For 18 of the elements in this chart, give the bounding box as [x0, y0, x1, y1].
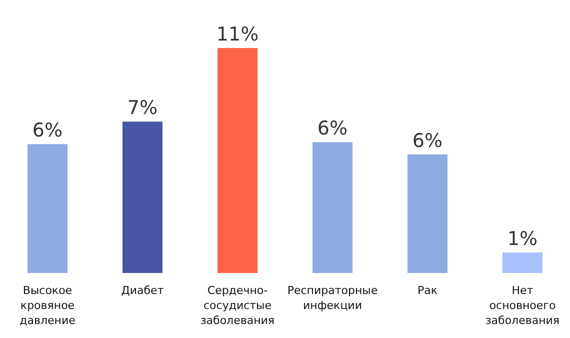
x-tick-label: Респираторные инфекции [287, 284, 378, 312]
bar [122, 122, 162, 273]
bar [502, 252, 542, 273]
data-label: 7% [127, 97, 158, 120]
data-label: 6% [412, 130, 443, 152]
bar [408, 154, 448, 273]
bar [312, 142, 352, 273]
x-tick-label: Высокое кровяное давление [20, 284, 76, 327]
x-tick-label: Диабет [121, 284, 164, 297]
bar [218, 48, 258, 273]
data-label: 6% [32, 120, 63, 142]
data-label: 1% [507, 228, 538, 250]
x-tick-label: Сердечно- сосудистые заболевания [200, 284, 275, 327]
bar [28, 144, 68, 273]
data-label: 11% [216, 24, 259, 46]
data-label: 6% [317, 118, 348, 140]
x-tick-label: Нет основноего заболевания [485, 284, 560, 327]
x-tick-label: Рак [417, 284, 438, 297]
